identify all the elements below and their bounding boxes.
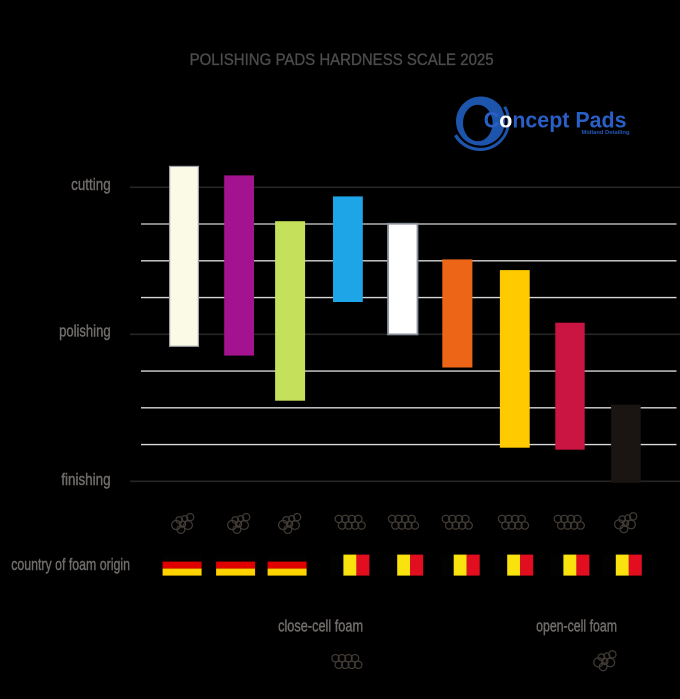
svg-text:country of foam origin: country of foam origin (11, 555, 130, 574)
svg-text:polishing: polishing (59, 323, 111, 341)
svg-text:close-cell foam: close-cell foam (278, 618, 363, 636)
svg-text:POLISHING PADS HARDNESS SCALE: POLISHING PADS HARDNESS SCALE 2025 (190, 51, 494, 69)
svg-text:finishing: finishing (61, 471, 110, 489)
svg-text:Midland Detailing: Midland Detailing (582, 130, 630, 136)
svg-text:Concept Pads: Concept Pads (484, 108, 627, 133)
svg-text:open-cell foam: open-cell foam (536, 618, 617, 636)
svg-text:cutting: cutting (71, 176, 111, 194)
